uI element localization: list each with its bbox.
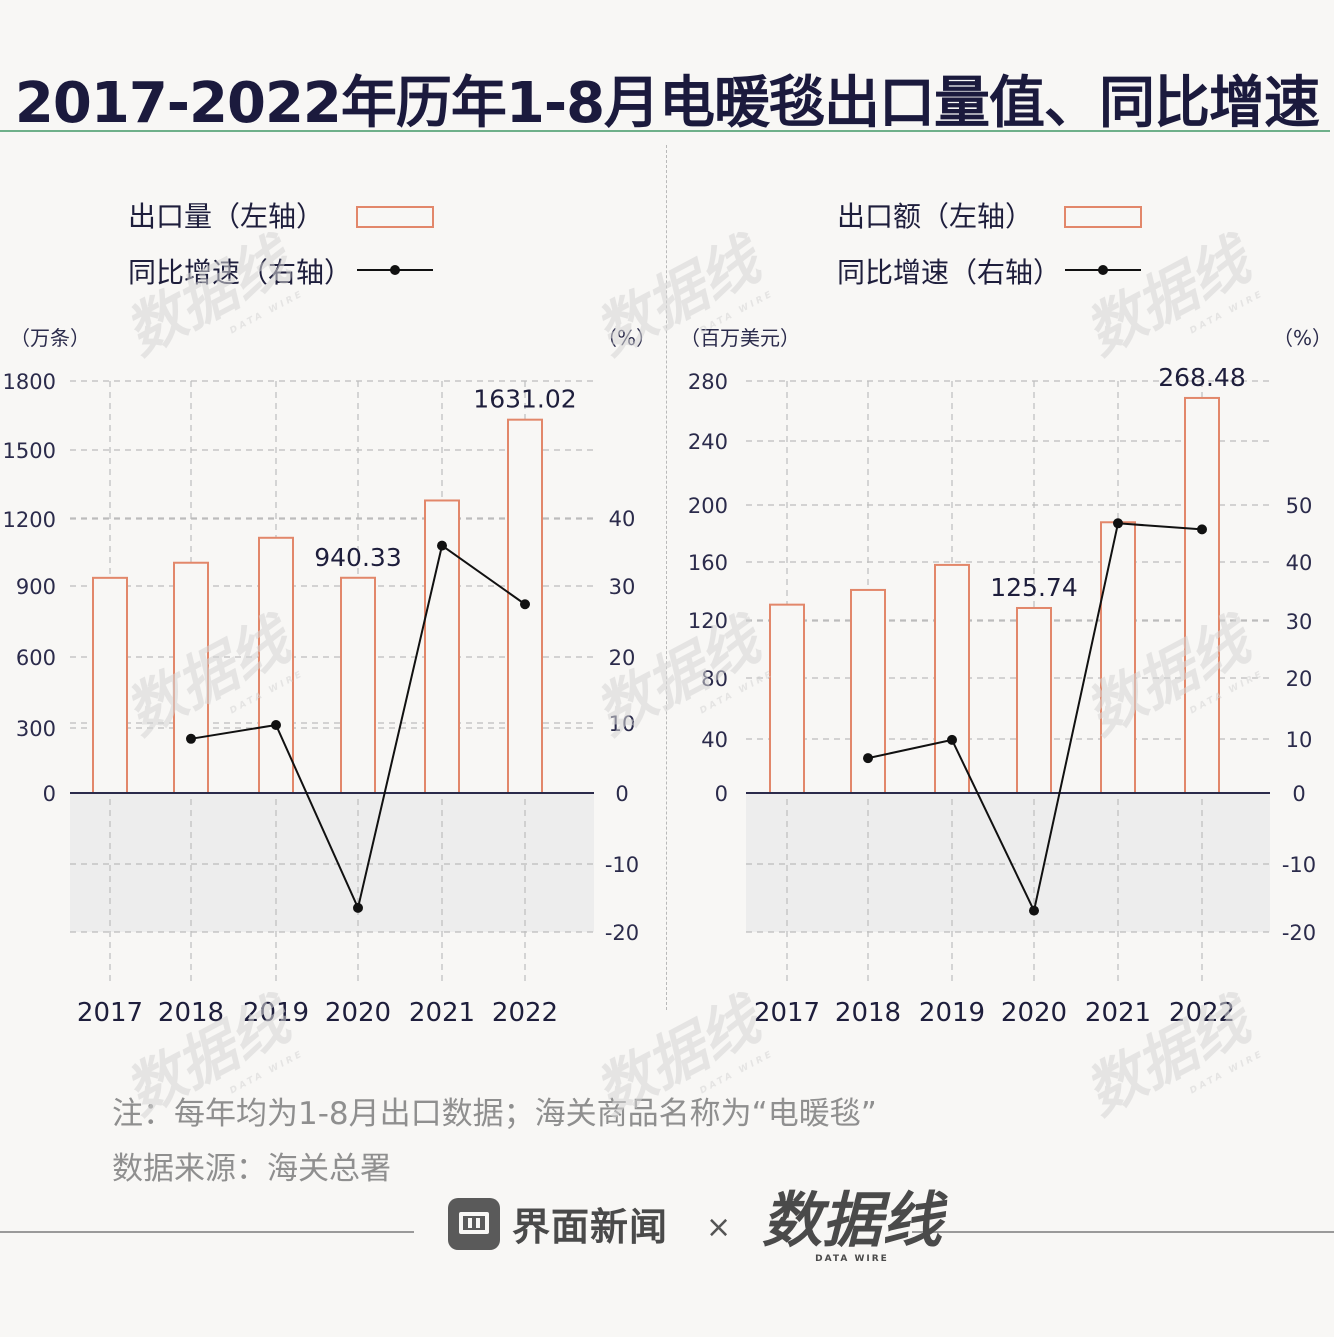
- right-tick-label: -20: [605, 921, 639, 945]
- category-label: 2020: [325, 998, 391, 1028]
- jiemian-logo-icon: [448, 1197, 500, 1250]
- bar: [1184, 396, 1220, 794]
- footer-rule-right: [912, 1231, 1334, 1233]
- right-tick-label: -10: [1282, 853, 1316, 877]
- category-label: 2022: [492, 998, 558, 1028]
- left-tick-label: 1500: [3, 439, 56, 463]
- growth-point: [1197, 524, 1207, 535]
- left-tick-label: 280: [688, 370, 728, 394]
- category-label: 2022: [1169, 998, 1235, 1028]
- category-label: 2017: [754, 998, 820, 1028]
- category-label: 2018: [158, 998, 224, 1028]
- left-axis-unit: （万条）: [10, 326, 90, 350]
- legend-swatch-bar: [356, 206, 434, 228]
- growth-point: [1029, 905, 1039, 916]
- bar: [1100, 521, 1136, 794]
- chart-divider: [666, 145, 667, 1010]
- data-label: 1631.02: [473, 385, 576, 414]
- title-rule: [0, 130, 1330, 132]
- right-tick-label: 20: [1286, 667, 1313, 691]
- growth-point: [947, 734, 957, 745]
- right-tick-label: 10: [1286, 728, 1313, 752]
- left-tick-label: 160: [688, 551, 728, 575]
- legend-label-line: 同比增速（右轴）: [837, 256, 1061, 289]
- bar: [173, 561, 209, 794]
- left-tick-label: 240: [688, 430, 728, 454]
- category-label: 2019: [243, 998, 309, 1028]
- footer-separator: ×: [706, 1210, 732, 1245]
- growth-point: [863, 753, 873, 764]
- left-tick-label: 0: [715, 782, 728, 806]
- data-source: 数据来源：海关总署: [112, 1151, 391, 1187]
- bar: [934, 563, 970, 794]
- growth-point: [1113, 518, 1123, 529]
- datawire-logo-sub: DATA WIRE: [815, 1254, 889, 1264]
- legend-swatch-bar: [1064, 206, 1142, 228]
- datawire-logo-mark: 数据线: [762, 1186, 942, 1256]
- growth-point: [186, 733, 196, 744]
- growth-point: [353, 902, 363, 913]
- category-label: 2017: [77, 998, 143, 1028]
- category-label: 2019: [919, 998, 985, 1028]
- category-label: 2021: [409, 998, 475, 1028]
- left-axis-unit: （百万美元）: [680, 326, 800, 350]
- category-label: 2018: [835, 998, 901, 1028]
- bar: [92, 576, 128, 794]
- left-tick-label: 900: [16, 575, 56, 599]
- left-tick-label: 300: [16, 717, 56, 741]
- left-tick-label: 1800: [3, 370, 56, 394]
- right-tick-label: 20: [609, 646, 636, 670]
- jiemian-logo-text: 界面新闻: [512, 1205, 669, 1249]
- data-label: 125.74: [990, 573, 1077, 602]
- footnote: 注：每年均为1-8月出口数据；海关商品名称为“电暖毯”: [112, 1096, 877, 1132]
- left-tick-label: 80: [701, 667, 728, 691]
- jiemian-logo: 界面新闻: [448, 1196, 668, 1251]
- left-tick-label: 1200: [3, 508, 56, 532]
- legend-label-bar: 出口量（左轴）: [128, 200, 324, 233]
- data-label: 268.48: [1158, 363, 1245, 392]
- legend-label-line: 同比增速（右轴）: [128, 256, 352, 289]
- negative-band: [70, 793, 594, 932]
- right-tick-label: 30: [1286, 610, 1313, 634]
- page-title: 2017-2022年历年1-8月电暖毯出口量值、同比增速: [14, 71, 1320, 136]
- bar: [340, 576, 376, 795]
- bar: [769, 603, 805, 794]
- left-tick-label: 0: [43, 782, 56, 806]
- growth-point: [437, 540, 447, 551]
- negative-band: [746, 793, 1270, 932]
- growth-point: [520, 599, 530, 610]
- right-tick-label: 0: [615, 782, 628, 806]
- legend-label-bar: 出口额（左轴）: [837, 200, 1033, 233]
- left-tick-label: 120: [688, 609, 728, 633]
- bar: [258, 536, 294, 794]
- right-tick-label: 10: [609, 712, 636, 736]
- right-tick-label: -20: [1282, 921, 1316, 945]
- right-tick-label: 30: [609, 575, 636, 599]
- category-label: 2021: [1085, 998, 1151, 1028]
- right-axis-unit: （%）: [597, 326, 656, 350]
- right-axis-unit: （%）: [1273, 326, 1332, 350]
- right-tick-label: 40: [609, 507, 636, 531]
- bar: [1016, 606, 1052, 794]
- right-tick-label: 40: [1286, 551, 1313, 575]
- charts-canvas: 1800150012009006003000403020100-10-20（万条…: [3, 200, 1332, 1028]
- data-label: 940.33: [314, 543, 401, 572]
- left-tick-label: 600: [16, 646, 56, 670]
- legend-swatch-point: [1098, 265, 1108, 275]
- footer-rule-left: [0, 1231, 414, 1233]
- datawire-logo: 数据线 DATA WIRE: [762, 1188, 942, 1264]
- left-tick-label: 40: [701, 728, 728, 752]
- category-label: 2020: [1001, 998, 1067, 1028]
- left-tick-label: 200: [688, 494, 728, 518]
- right-tick-label: 0: [1292, 782, 1305, 806]
- growth-point: [271, 720, 281, 730]
- right-tick-label: 50: [1286, 494, 1313, 518]
- legend-swatch-point: [390, 265, 400, 275]
- right-tick-label: -10: [605, 853, 639, 877]
